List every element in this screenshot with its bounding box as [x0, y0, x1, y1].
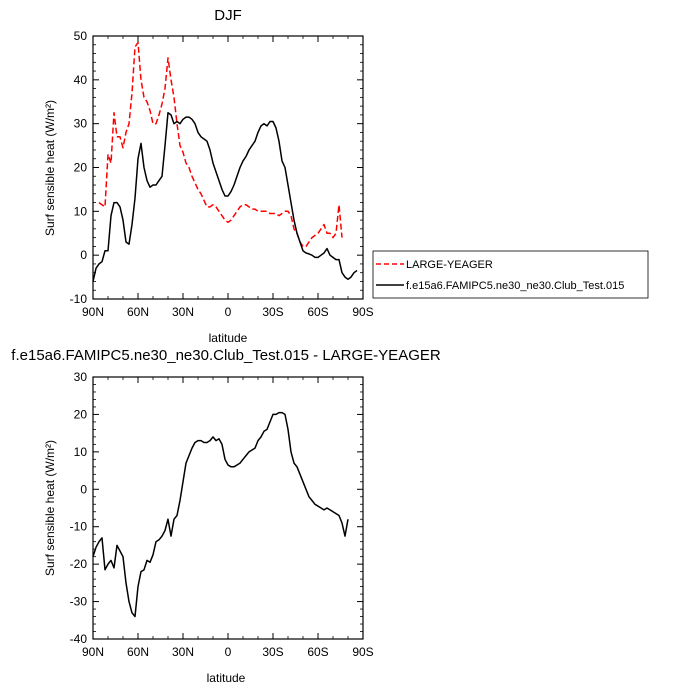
- bottom-xtick-label: 90S: [352, 645, 373, 659]
- top-ytick-label: 20: [74, 161, 88, 175]
- bottom-ytick-label: 20: [74, 407, 88, 421]
- legend: LARGE-YEAGER f.e15a6.FAMIPC5.ne30_ne30.C…: [372, 250, 649, 299]
- bottom-xtick-label: 60S: [307, 645, 328, 659]
- bottom-xtick-label: 30N: [172, 645, 194, 659]
- top-plot-frame: [92, 35, 364, 300]
- top-x-axis-label: latitude: [209, 331, 248, 345]
- top-ytick-label: -10: [70, 292, 88, 306]
- top-xtick-label: 90S: [352, 305, 373, 319]
- top-x-tick-labels: 90N 60N 30N 0 30S 60S 90S: [82, 305, 374, 319]
- bottom-ytick-label: 10: [74, 445, 88, 459]
- top-series-line-1: [92, 111, 358, 282]
- top-xtick-label: 60N: [127, 305, 149, 319]
- bottom-xtick-label: 30S: [262, 645, 283, 659]
- top-series-lines: [92, 41, 358, 282]
- bottom-xtick-label: 60N: [127, 645, 149, 659]
- bottom-xtick-label: 0: [225, 645, 232, 659]
- top-y-axis-label: Surf sensible heat (W/m²): [43, 100, 57, 236]
- bottom-ytick-label: -30: [70, 595, 88, 609]
- bottom-ytick-label: -20: [70, 557, 88, 571]
- bottom-plot-frame: [92, 376, 364, 640]
- top-axis-ticks: [92, 35, 364, 300]
- bottom-y-axis-label: Surf sensible heat (W/m²): [43, 440, 57, 576]
- bottom-x-axis-label: latitude: [207, 671, 246, 685]
- bottom-ytick-label: -40: [70, 632, 88, 646]
- top-series-line-0: [98, 41, 343, 248]
- legend-label-large-yeager: LARGE-YEAGER: [406, 259, 493, 271]
- bottom-series-lines: [92, 411, 349, 618]
- bottom-panel: f.e15a6.FAMIPC5.ne30_ne30.Club_Test.015 …: [11, 347, 441, 685]
- top-xtick-label: 0: [225, 305, 232, 319]
- top-chart-title: DJF: [214, 7, 242, 24]
- legend-box: [372, 250, 649, 299]
- bottom-ytick-label: 30: [74, 370, 88, 384]
- bottom-axis-ticks: [92, 376, 364, 640]
- bottom-series-line-0: [92, 411, 349, 618]
- bottom-ytick-label: 0: [80, 482, 87, 496]
- top-xtick-label: 90N: [82, 305, 104, 319]
- top-ytick-label: 40: [74, 73, 88, 87]
- top-xtick-label: 30S: [262, 305, 283, 319]
- bottom-xtick-label: 90N: [82, 645, 104, 659]
- bottom-chart-title: f.e15a6.FAMIPC5.ne30_ne30.Club_Test.015 …: [11, 347, 441, 364]
- top-ytick-label: 30: [74, 117, 88, 131]
- top-xtick-label: 60S: [307, 305, 328, 319]
- top-y-tick-labels: -10 0 10 20 30 40 50: [70, 29, 88, 306]
- bottom-ytick-label: -10: [70, 520, 88, 534]
- bottom-x-tick-labels: 90N 60N 30N 0 30S 60S 90S: [82, 645, 374, 659]
- top-ytick-label: 50: [74, 29, 88, 43]
- top-xtick-label: 30N: [172, 305, 194, 319]
- legend-label-club-test: f.e15a6.FAMIPC5.ne30_ne30.Club_Test.015: [406, 280, 624, 292]
- bottom-y-tick-labels: -40 -30 -20 -10 0 10 20 30: [70, 370, 88, 646]
- top-ytick-label: 10: [74, 204, 88, 218]
- top-ytick-label: 0: [80, 248, 87, 262]
- top-panel: DJF -10 0 10 20 30 40 50 90N 60N 30N 0 30S 60S 90S l…: [43, 7, 374, 345]
